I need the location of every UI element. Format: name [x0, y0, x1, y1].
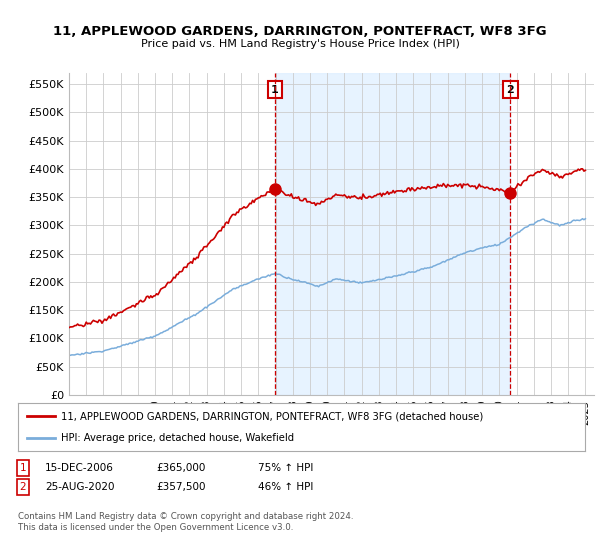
- Text: Contains HM Land Registry data © Crown copyright and database right 2024.
This d: Contains HM Land Registry data © Crown c…: [18, 512, 353, 532]
- Text: 46% ↑ HPI: 46% ↑ HPI: [258, 482, 313, 492]
- Text: 2: 2: [506, 85, 514, 95]
- Text: £365,000: £365,000: [156, 463, 205, 473]
- Text: 75% ↑ HPI: 75% ↑ HPI: [258, 463, 313, 473]
- Text: Price paid vs. HM Land Registry's House Price Index (HPI): Price paid vs. HM Land Registry's House …: [140, 39, 460, 49]
- Text: 25-AUG-2020: 25-AUG-2020: [45, 482, 115, 492]
- Text: HPI: Average price, detached house, Wakefield: HPI: Average price, detached house, Wake…: [61, 433, 293, 443]
- Text: 15-DEC-2006: 15-DEC-2006: [45, 463, 114, 473]
- Text: 1: 1: [19, 463, 26, 473]
- Text: 11, APPLEWOOD GARDENS, DARRINGTON, PONTEFRACT, WF8 3FG (detached house): 11, APPLEWOOD GARDENS, DARRINGTON, PONTE…: [61, 411, 483, 421]
- Text: £357,500: £357,500: [156, 482, 205, 492]
- Text: 1: 1: [271, 85, 279, 95]
- Text: 2: 2: [19, 482, 26, 492]
- Text: 11, APPLEWOOD GARDENS, DARRINGTON, PONTEFRACT, WF8 3FG: 11, APPLEWOOD GARDENS, DARRINGTON, PONTE…: [53, 25, 547, 38]
- Bar: [275, 73, 511, 395]
